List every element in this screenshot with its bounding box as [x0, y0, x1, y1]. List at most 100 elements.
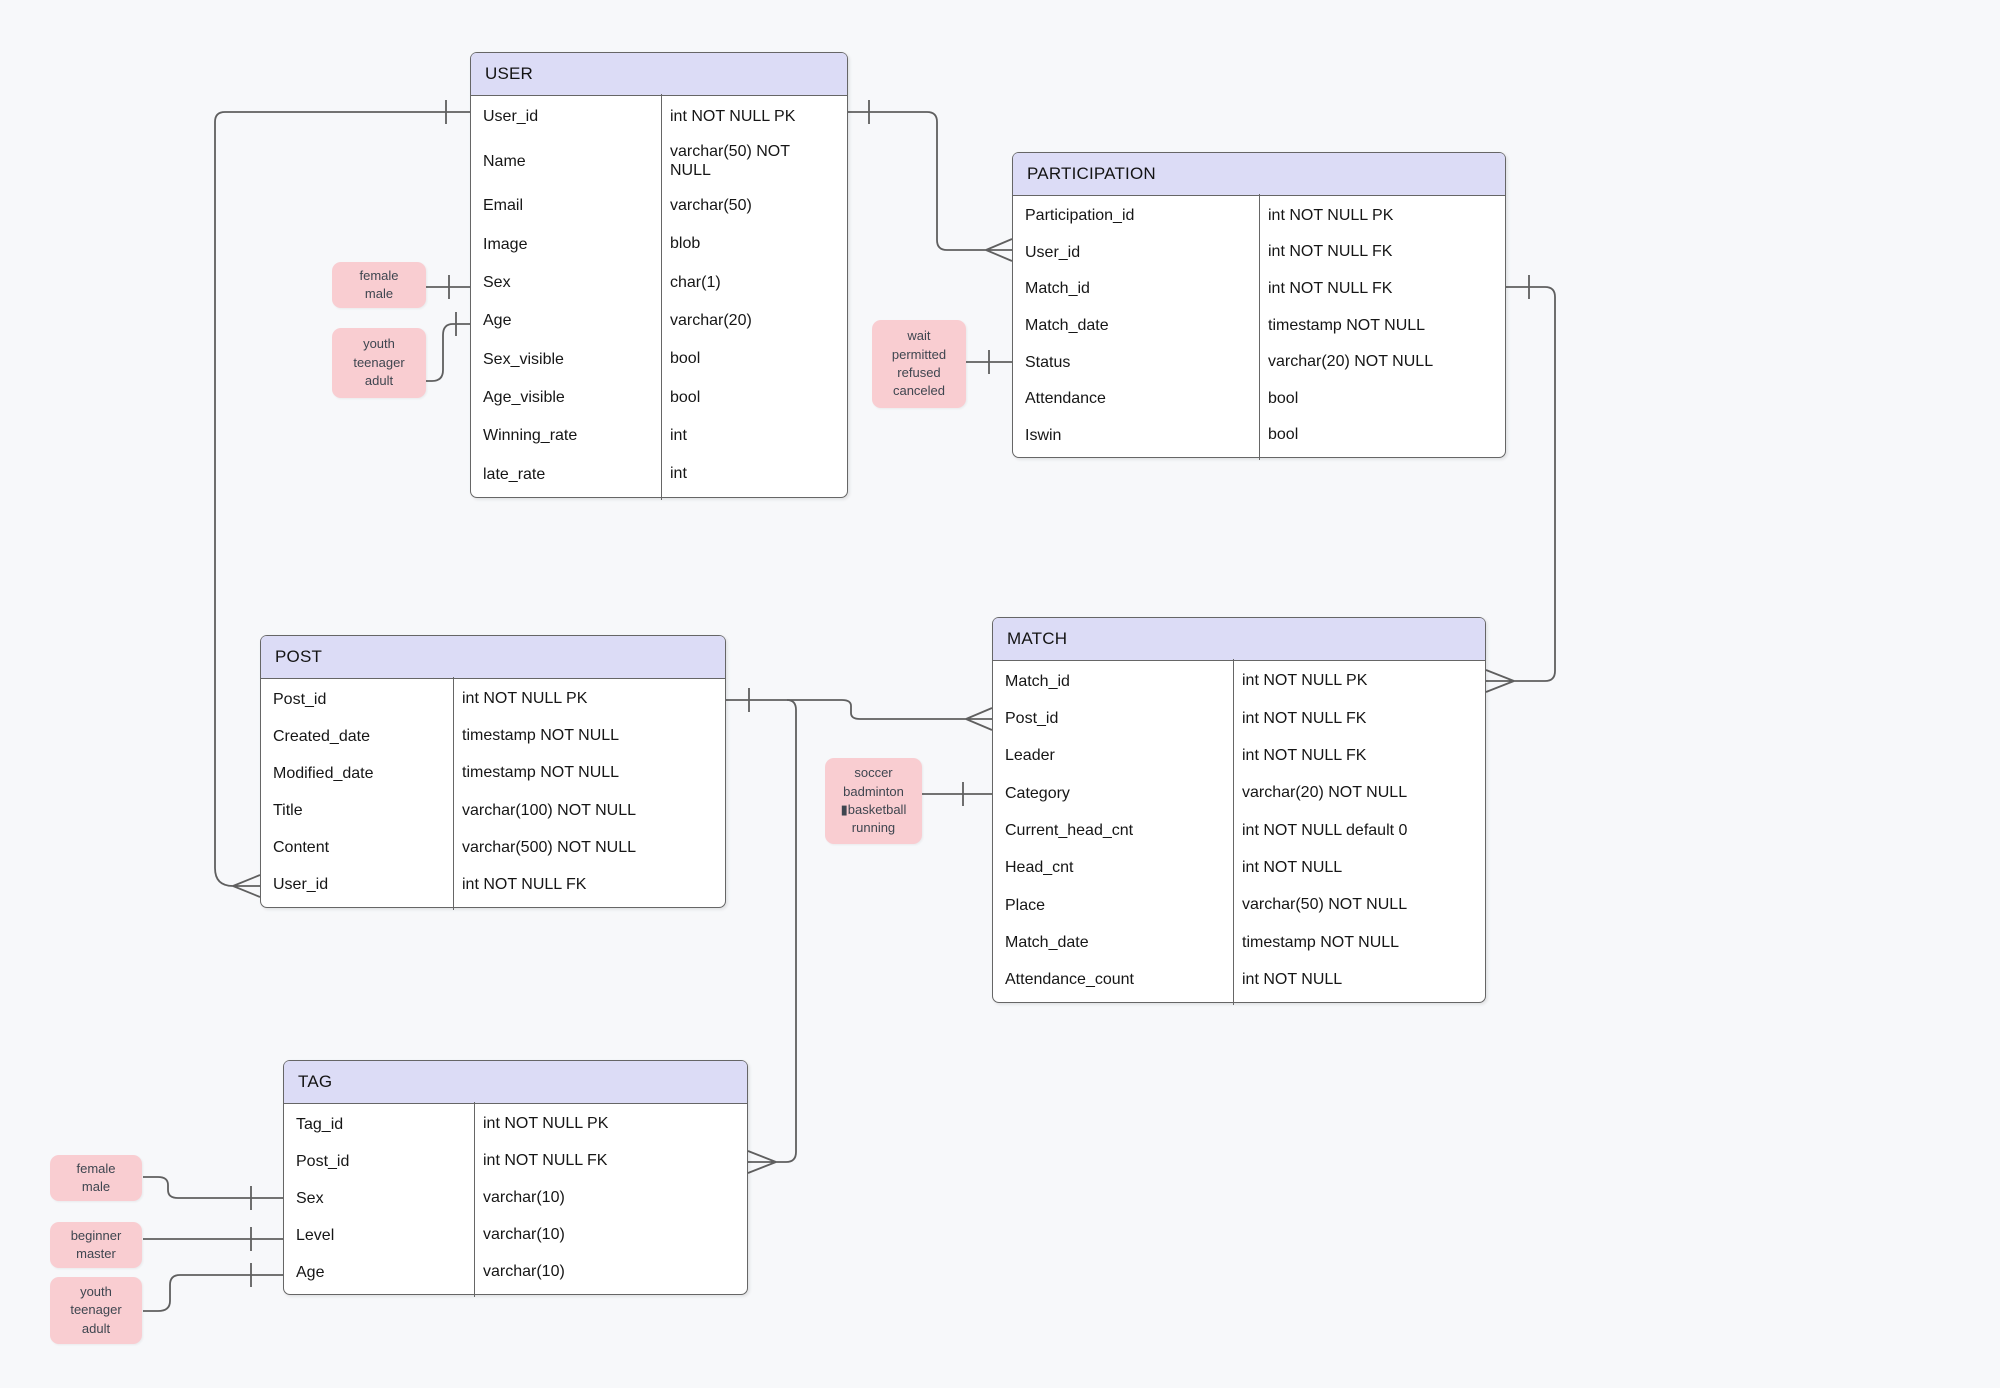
entity-participation[interactable]: PARTICIPATION Participation_id int NOT NUL… [1012, 152, 1506, 460]
field-type: bool [1268, 389, 1299, 407]
field-row-user-late_rate[interactable]: late_rate int [471, 456, 847, 494]
field-row-user-age[interactable]: Age varchar(20) [471, 302, 847, 340]
connector-post-match[interactable] [726, 688, 993, 731]
field-name: Created_date [273, 727, 370, 745]
connector-post-tag[interactable] [747, 699, 797, 1174]
column-divider [453, 677, 455, 910]
field-type: bool [1268, 426, 1299, 444]
note-tag-level[interactable]: beginner master [50, 1222, 142, 1268]
field-row-tag-sex[interactable]: Sex varchar(10) [284, 1180, 747, 1217]
field-row-match-category[interactable]: Category varchar(20) NOT NULL [993, 775, 1485, 812]
field-row-participation-status[interactable]: Status varchar(20) NOT NULL [1013, 344, 1505, 381]
field-type: bool [670, 350, 701, 368]
field-row-match-current_head_cnt[interactable]: Current_head_cnt int NOT NULL default 0 [993, 812, 1485, 849]
field-type: varchar(500) NOT NULL [462, 838, 636, 856]
field-type: int NOT NULL [1242, 858, 1343, 876]
field-row-user-sex_visible[interactable]: Sex_visible bool [471, 341, 847, 379]
field-row-tag-age[interactable]: Age varchar(10) [284, 1254, 747, 1291]
field-row-participation-match_id[interactable]: Match_id int NOT NULL FK [1013, 271, 1505, 308]
field-name: Match_id [1005, 672, 1070, 690]
field-type: timestamp NOT NULL [1242, 933, 1400, 951]
note-link-user-age[interactable] [424, 312, 470, 382]
note-tag-age[interactable]: youth teenager adult [50, 1277, 142, 1344]
field-row-match-match_id[interactable]: Match_id int NOT NULL PK [993, 663, 1485, 700]
field-row-user-user_id[interactable]: User_id int NOT NULL PK [471, 98, 847, 136]
field-row-post-modified_date[interactable]: Modified_date timestamp NOT NULL [261, 755, 725, 792]
note-link-tag-sex[interactable] [143, 1176, 283, 1210]
field-name: Attendance_count [1005, 971, 1134, 989]
field-name: Age_visible [483, 389, 565, 407]
field-name: Category [1005, 784, 1070, 802]
entity-user-title: USER [485, 64, 534, 83]
field-row-tag-level[interactable]: Level varchar(10) [284, 1217, 747, 1254]
entity-user[interactable]: USER User_id int NOT NULL PK Name varchar(50… [470, 52, 848, 500]
field-row-post-title[interactable]: Title varchar(100) NOT NULL [261, 793, 725, 830]
field-row-participation-user_id[interactable]: User_id int NOT NULL FK [1013, 235, 1505, 272]
field-type: varchar(10) [483, 1226, 565, 1244]
field-name: Head_cnt [1005, 859, 1074, 877]
field-type: varchar(50) NOT NULL [670, 142, 791, 179]
note-user-sex[interactable]: female male [332, 262, 426, 308]
field-row-match-match_date[interactable]: Match_date timestamp NOT NULL [993, 924, 1485, 961]
field-row-match-head_cnt[interactable]: Head_cnt int NOT NULL [993, 850, 1485, 887]
field-row-tag-tag_id[interactable]: Tag_id int NOT NULL PK [284, 1106, 747, 1143]
entity-tag-title: TAG [298, 1072, 333, 1091]
entity-tag-header: TAG [284, 1061, 747, 1104]
connector-participation-match[interactable] [1485, 275, 1556, 693]
note-user-age[interactable]: youth teenager adult [332, 328, 426, 398]
entity-tag[interactable]: TAG Tag_id int NOT NULL PK Post_id int NOT N… [283, 1060, 748, 1297]
field-type: varchar(50) [670, 196, 752, 214]
note-tag-sex[interactable]: female male [50, 1155, 142, 1201]
field-type: timestamp NOT NULL [462, 727, 620, 745]
field-row-participation-attendance[interactable]: Attendance bool [1013, 381, 1505, 418]
field-type: int NOT NULL [1242, 970, 1343, 988]
field-row-user-winning_rate[interactable]: Winning_rate int [471, 417, 847, 455]
field-row-participation-match_date[interactable]: Match_date timestamp NOT NULL [1013, 308, 1505, 345]
entity-participation-title: PARTICIPATION [1027, 164, 1156, 183]
connector-user-participation[interactable] [848, 100, 1013, 262]
field-type: varchar(10) [483, 1189, 565, 1207]
field-row-post-content[interactable]: Content varchar(500) NOT NULL [261, 830, 725, 867]
field-type: int NOT NULL PK [462, 690, 588, 708]
field-row-match-attendance_count[interactable]: Attendance_count int NOT NULL [993, 962, 1485, 999]
field-type: varchar(50) NOT NULL [1242, 896, 1408, 914]
note-participation-status[interactable]: wait permitted refused canceled [872, 320, 966, 408]
field-name: Level [296, 1226, 335, 1244]
note-link-tag-level[interactable] [143, 1227, 283, 1251]
note-link-participation-status[interactable] [966, 350, 1012, 374]
field-type: varchar(100) NOT NULL [462, 801, 636, 819]
note-link-tag-age[interactable] [143, 1263, 283, 1312]
note-link-user-sex[interactable] [426, 275, 470, 299]
field-row-user-age_visible[interactable]: Age_visible bool [471, 379, 847, 417]
field-row-user-name[interactable]: Name varchar(50) NOT NULL [471, 136, 847, 187]
field-row-post-post_id[interactable]: Post_id int NOT NULL PK [261, 681, 725, 718]
field-name: Post_id [273, 690, 327, 708]
note-link-match-category[interactable] [922, 782, 992, 806]
field-type: timestamp NOT NULL [462, 764, 620, 782]
field-row-match-place[interactable]: Place varchar(50) NOT NULL [993, 887, 1485, 924]
field-name: User_id [1025, 243, 1081, 261]
field-name: Attendance [1025, 390, 1106, 408]
field-name: Post_id [296, 1152, 350, 1170]
field-row-match-post_id[interactable]: Post_id int NOT NULL FK [993, 700, 1485, 737]
field-name: Leader [1005, 747, 1055, 765]
field-row-match-leader[interactable]: Leader int NOT NULL FK [993, 738, 1485, 775]
note-match-category[interactable]: soccer badminton ▮basketball running [825, 758, 922, 844]
field-row-post-created_date[interactable]: Created_date timestamp NOT NULL [261, 718, 725, 755]
entity-post-title: POST [275, 647, 323, 666]
field-row-post-user_id[interactable]: User_id int NOT NULL FK [261, 867, 725, 904]
field-row-participation-participation_id[interactable]: Participation_id int NOT NULL PK [1013, 198, 1505, 235]
field-row-user-image[interactable]: Image blob [471, 225, 847, 263]
field-name: Place [1005, 896, 1046, 914]
entity-post[interactable]: POST Post_id int NOT NULL PK Created_date ti… [260, 635, 726, 910]
field-row-user-email[interactable]: Email varchar(50) [471, 187, 847, 225]
field-row-participation-iswin[interactable]: Iswin bool [1013, 417, 1505, 454]
field-type: varchar(20) [670, 311, 752, 329]
field-row-user-sex[interactable]: Sex char(1) [471, 264, 847, 302]
connector-user-post[interactable] [214, 100, 470, 898]
field-name: Match_date [1025, 317, 1109, 335]
field-row-tag-post_id[interactable]: Post_id int NOT NULL FK [284, 1143, 747, 1180]
entity-match[interactable]: MATCH Match_id int NOT NULL PK Post_id int N… [992, 617, 1486, 1005]
field-type: blob [670, 235, 701, 253]
field-type: varchar(10) [483, 1263, 565, 1281]
